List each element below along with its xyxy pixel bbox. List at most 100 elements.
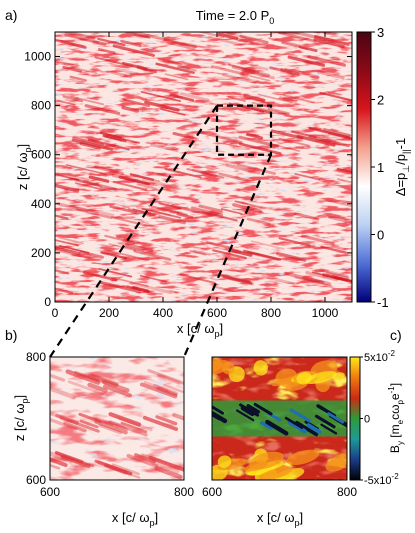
streak-c-negative	[253, 402, 273, 416]
streak-b	[65, 369, 101, 385]
panel-b: 600 800 600 800 x [c/ ωp] z [c/ ωp]	[12, 350, 194, 528]
streak-a	[83, 271, 118, 282]
streak-a	[220, 208, 243, 215]
y-axis-label-a: z [c/ ωp]	[15, 144, 33, 190]
streak-a	[234, 200, 263, 209]
colorbar-c-tick-label-0: 5x10-2	[364, 349, 396, 364]
streak-a	[60, 40, 87, 49]
streak-a	[212, 249, 247, 260]
streak-b	[94, 459, 133, 476]
streak-b	[108, 412, 142, 427]
streak-a	[139, 274, 167, 283]
streak-a	[190, 206, 224, 217]
streak-a	[69, 177, 100, 187]
colorbar-a-tick-label-0: 0	[377, 228, 384, 243]
streak-a	[267, 107, 290, 115]
zoom-box	[215, 104, 273, 156]
streak-b	[163, 384, 184, 394]
streak-a	[58, 236, 84, 245]
streak-a	[61, 32, 96, 40]
streak-a	[94, 56, 134, 68]
streak-a	[221, 32, 247, 39]
streak-a	[163, 38, 198, 49]
streak-b	[67, 380, 105, 396]
x-axis-label-c: x [c/ ωp]	[257, 510, 303, 528]
streak-a	[70, 66, 98, 75]
colorbar-a-bar	[356, 31, 372, 303]
x-tick-label-a-0: 0	[52, 306, 59, 320]
streak-a	[136, 206, 172, 217]
streak-b	[126, 453, 159, 468]
y-tick-label-b-600: 600	[26, 473, 46, 487]
streak-a	[105, 133, 125, 139]
streak-a	[205, 241, 234, 250]
colorbar-a-tick-label-3: 3	[377, 25, 384, 40]
streak-a	[58, 245, 90, 254]
streak-a	[112, 180, 148, 191]
streak-a	[284, 271, 325, 285]
streak-a	[55, 59, 74, 68]
streak-a	[164, 73, 189, 81]
streak-a	[170, 41, 196, 51]
blob-c-positive	[325, 458, 347, 472]
y-tick-label-a-0: 0	[44, 295, 51, 309]
streak-a	[186, 167, 225, 179]
streak-a	[284, 67, 320, 79]
streak-a	[239, 95, 271, 105]
y-tick-label-b-800: 800	[26, 350, 46, 364]
streak-a	[74, 178, 103, 188]
x-tick-label-c-800: 800	[337, 485, 357, 499]
streak-a	[164, 167, 202, 179]
streak-a	[217, 106, 236, 114]
streak-b	[78, 412, 102, 424]
streak-b	[139, 382, 178, 399]
streak-b	[90, 373, 119, 387]
streak-c-negative	[287, 420, 307, 434]
streak-a	[239, 34, 269, 44]
streak-a	[109, 205, 138, 214]
streak-a	[99, 131, 123, 139]
streak-a	[325, 271, 350, 280]
heatmap-c	[212, 357, 347, 480]
streak-a	[308, 126, 351, 139]
streak-b	[153, 383, 178, 396]
blob-c-positive	[271, 378, 292, 387]
streak-a	[336, 178, 352, 184]
streak-a	[228, 102, 265, 113]
streak-b	[59, 455, 83, 465]
streak-b	[120, 421, 148, 434]
panel-c: 600 800 x [c/ ωp]	[202, 356, 357, 528]
x-tick-label-a-1000: 1000	[312, 306, 339, 320]
streak-a	[118, 278, 149, 288]
streak-a	[65, 164, 107, 176]
streak-a	[141, 178, 173, 188]
streak-a	[294, 276, 333, 287]
streak-a	[126, 285, 150, 293]
blob-c-positive	[253, 360, 268, 376]
streak-b	[154, 466, 183, 480]
streak-a	[97, 47, 116, 55]
streak-a	[87, 138, 130, 151]
streak-a	[55, 173, 80, 181]
streak-a	[129, 281, 173, 295]
colorbar-a: -1 0 1 2 3 Δ=p⊥/p||-1	[356, 25, 411, 310]
x-tick-label-b-600: 600	[40, 485, 60, 499]
heatmap-b	[50, 357, 184, 480]
streak-a	[249, 75, 271, 82]
streak-c-negative	[295, 420, 319, 437]
x-tick-label-a-200: 200	[99, 306, 119, 320]
streak-a	[64, 33, 107, 46]
streak-a	[176, 212, 194, 219]
streak-a	[257, 93, 293, 104]
heatmap-a	[55, 32, 352, 302]
streak-a	[280, 68, 300, 76]
blob-c-positive	[217, 455, 232, 468]
panel-label-a: a)	[5, 7, 17, 23]
streak-a	[122, 138, 140, 144]
streak-b	[92, 417, 114, 426]
streak-a	[261, 274, 295, 286]
streak-a	[225, 163, 261, 175]
streak-a	[189, 250, 207, 256]
streak-a	[121, 245, 145, 252]
streak-b	[55, 451, 95, 468]
